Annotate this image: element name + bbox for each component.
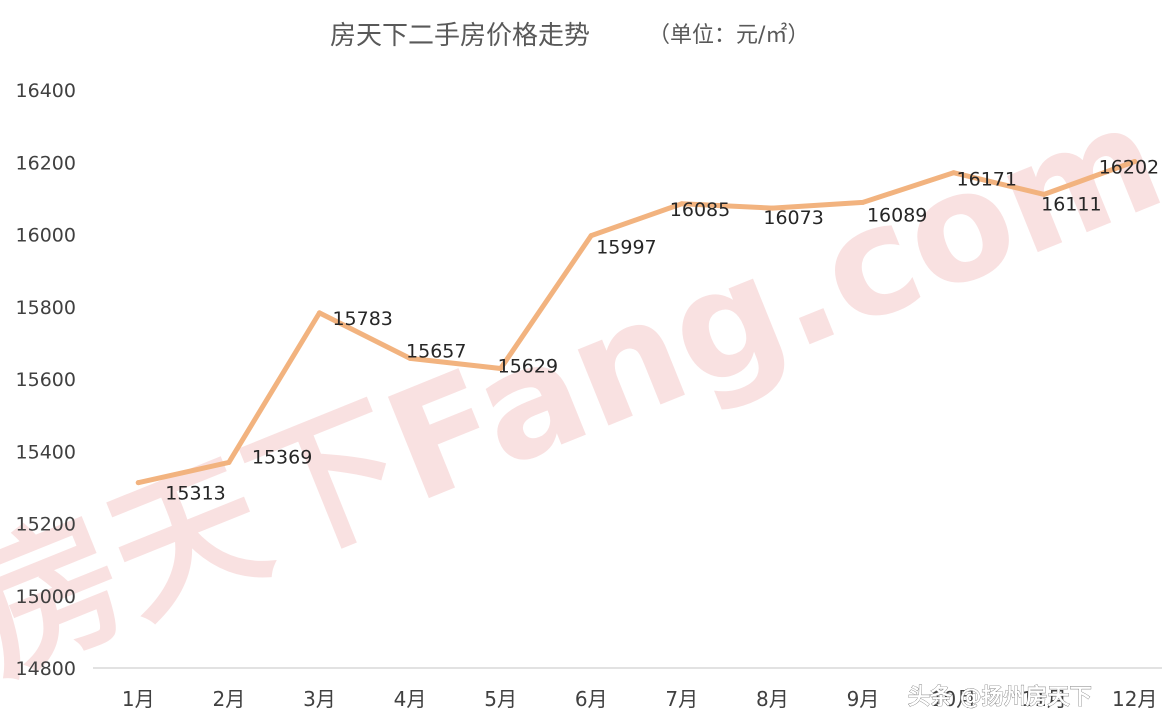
x-tick-label: 5月 xyxy=(484,687,517,711)
data-point xyxy=(769,205,775,211)
data-point xyxy=(316,310,322,316)
data-point xyxy=(860,199,866,205)
data-label: 15657 xyxy=(406,340,466,362)
series-line xyxy=(135,159,1138,486)
x-tick-label: 3月 xyxy=(303,687,336,711)
y-tick-label: 15000 xyxy=(16,586,76,608)
y-tick-label: 15400 xyxy=(16,441,76,463)
y-tick-label: 15600 xyxy=(16,369,76,391)
x-tick-label: 12月 xyxy=(1112,687,1157,711)
x-axis-ticks: 1月 2月 3月 4月 5月 6月 7月 8月 9月 10月 11月 12月 xyxy=(122,687,1158,711)
data-point xyxy=(226,459,232,465)
x-tick-label: 2月 xyxy=(213,687,246,711)
data-label: 16171 xyxy=(957,169,1017,191)
data-label: 15783 xyxy=(332,308,392,330)
x-tick-label: 8月 xyxy=(756,687,789,711)
data-label: 16089 xyxy=(867,204,927,226)
x-tick-label: 9月 xyxy=(847,687,880,711)
data-point xyxy=(951,170,957,176)
y-tick-label: 15200 xyxy=(16,514,76,536)
data-label: 16085 xyxy=(670,199,730,221)
data-point xyxy=(1041,191,1047,197)
chart-title: 房天下二手房价格走势 xyxy=(330,21,590,51)
x-tick-label: 6月 xyxy=(575,687,608,711)
x-tick-label: 4月 xyxy=(394,687,427,711)
chart-title-unit: （单位：元/㎡） xyxy=(648,22,809,48)
x-tick-label: 11月 xyxy=(1021,687,1066,711)
credit-text: 头条 @扬州房天下 xyxy=(908,684,1092,710)
series-line-group xyxy=(135,159,1138,486)
data-label: 15369 xyxy=(252,446,312,468)
data-label: 16073 xyxy=(763,207,823,229)
y-tick-label: 16200 xyxy=(16,152,76,174)
y-tick-label: 15800 xyxy=(16,297,76,319)
data-label: 16202 xyxy=(1099,157,1159,179)
y-axis-ticks: 16400 16200 16000 15800 15600 15400 15200 15000… xyxy=(16,80,76,680)
data-label: 15313 xyxy=(165,483,225,505)
x-tick-label: 7月 xyxy=(665,687,698,711)
data-labels: 15313 15369 15783 15657 15629 15997 16085 16073… xyxy=(165,157,1159,505)
data-point xyxy=(407,355,413,361)
data-point xyxy=(588,233,594,239)
data-point xyxy=(1132,159,1138,165)
watermark: 房天下Fang.com xyxy=(0,70,1176,705)
x-tick-label: 10月 xyxy=(931,687,976,711)
y-tick-label: 14800 xyxy=(16,658,76,680)
data-point xyxy=(135,480,141,486)
y-tick-label: 16000 xyxy=(16,225,76,247)
y-tick-label: 16400 xyxy=(16,80,76,102)
data-label: 15629 xyxy=(498,356,558,378)
data-point xyxy=(679,201,685,207)
watermark-logo: 房天下Fang.com xyxy=(0,70,1176,705)
data-label: 16111 xyxy=(1041,193,1101,215)
data-label: 15997 xyxy=(596,237,656,259)
x-tick-label: 1月 xyxy=(122,687,155,711)
credit-overlay: 头条 @扬州房天下 xyxy=(908,684,1092,711)
data-point xyxy=(498,366,504,372)
